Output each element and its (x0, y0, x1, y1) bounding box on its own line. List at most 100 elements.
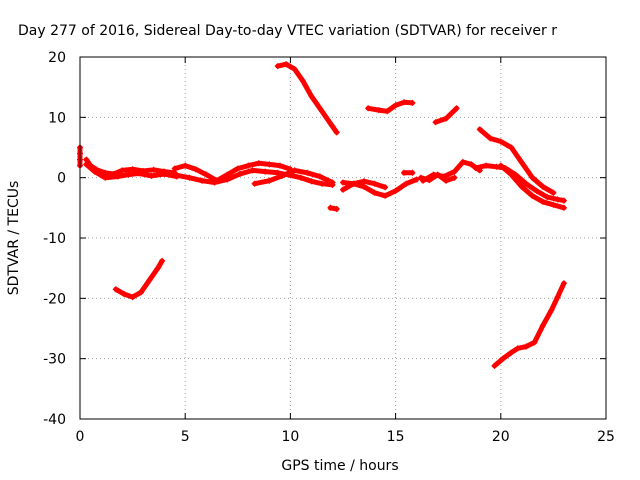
y-tick-label: 10 (48, 110, 66, 126)
data-point (365, 105, 372, 112)
axes: 0 5 10 15 20 25 -40 -30 -20 -10 0 10 20 (43, 50, 615, 445)
data-point (186, 174, 193, 181)
data-point (327, 204, 334, 211)
data-point (119, 167, 126, 174)
y-tick-label: 0 (57, 171, 66, 187)
data-point (236, 171, 243, 177)
data-point (171, 165, 178, 172)
data-point (533, 187, 540, 194)
data-point (550, 201, 557, 208)
data-trace (492, 280, 567, 369)
data-point (508, 144, 515, 151)
y-tick-label: -20 (43, 291, 66, 307)
data-point (499, 355, 506, 362)
data-point (150, 166, 157, 173)
data-point (316, 173, 323, 180)
x-axis-label: GPS time / hours (281, 458, 398, 474)
data-point (523, 343, 529, 350)
data-point (146, 277, 153, 284)
data-series (77, 61, 567, 369)
data-point (83, 161, 90, 168)
data-point (319, 108, 325, 115)
x-tick-label: 10 (281, 429, 299, 445)
data-point (548, 307, 555, 314)
data-point (518, 159, 525, 166)
data-point (102, 174, 109, 181)
data-point (329, 179, 336, 186)
data-point (453, 105, 460, 112)
data-point (182, 162, 189, 169)
data-point (173, 172, 180, 179)
data-point (432, 119, 439, 126)
data-point (539, 322, 546, 329)
data-point (308, 178, 315, 185)
data-point (251, 180, 258, 187)
data-point (203, 171, 210, 178)
data-point (531, 339, 538, 346)
data-point (291, 167, 298, 174)
data-point (304, 169, 311, 176)
data-point (274, 63, 281, 70)
data-point (333, 129, 340, 136)
data-point (125, 171, 132, 178)
data-point (375, 107, 382, 114)
data-point (382, 184, 389, 191)
data-point (413, 176, 420, 183)
data-point (560, 197, 567, 204)
data-point (384, 108, 391, 115)
data-point (266, 161, 273, 168)
data-point (392, 187, 399, 194)
data-point (476, 126, 483, 133)
x-tick-label: 5 (181, 429, 190, 445)
data-point (361, 183, 367, 190)
data-point (249, 167, 256, 174)
data-point (300, 78, 306, 85)
x-tick-label: 20 (492, 429, 510, 445)
y-axis-label: SDTVAR / TECUs (6, 181, 22, 296)
data-point (483, 162, 490, 169)
data-point (443, 177, 450, 184)
data-point (539, 198, 546, 205)
data-point (371, 180, 378, 187)
data-point (409, 99, 416, 106)
data-point (135, 170, 142, 177)
data-point (523, 180, 529, 187)
data-point (333, 206, 340, 212)
data-point (192, 166, 199, 173)
data-point (276, 162, 283, 169)
data-point (508, 349, 515, 356)
data-point (529, 174, 536, 181)
data-point (487, 135, 494, 142)
data-point (401, 169, 407, 176)
data-point (468, 161, 475, 168)
data-point (451, 174, 458, 181)
data-point (544, 194, 551, 200)
x-tick-label: 0 (76, 429, 85, 445)
plot-frame (79, 56, 607, 420)
data-point (274, 169, 281, 176)
data-point (350, 180, 357, 187)
data-point (554, 196, 561, 203)
data-point (550, 189, 557, 196)
data-point (279, 172, 285, 179)
data-point (283, 61, 290, 68)
data-point (409, 169, 416, 176)
data-point (493, 163, 500, 170)
data-point (262, 168, 269, 175)
y-tick-label: 20 (48, 50, 66, 66)
data-point (371, 189, 378, 196)
data-point (491, 362, 498, 369)
data-point (382, 192, 389, 199)
data-point (443, 115, 450, 122)
data-point (508, 171, 515, 178)
y-tick-label: -30 (43, 352, 66, 368)
chart-title: Day 277 of 2016, Sidereal Day-to-day VTE… (18, 23, 557, 39)
data-trace (365, 99, 415, 114)
data-point (148, 172, 155, 179)
data-point (459, 159, 466, 165)
data-point (114, 173, 121, 180)
data-point (308, 93, 315, 100)
data-trace (473, 163, 567, 204)
data-point (329, 123, 336, 130)
